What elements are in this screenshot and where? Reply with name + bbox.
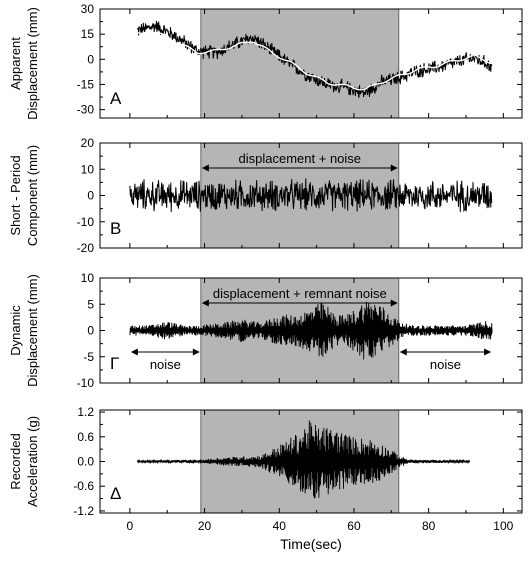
y-tick-label: -10 xyxy=(77,215,95,229)
arrow-head-left xyxy=(130,348,138,356)
y-tick-label: 1.2 xyxy=(77,405,94,419)
panel-1: -20 -10 0 10 20 Short - Period Component (mm) B… xyxy=(8,136,523,255)
panel-label: B xyxy=(110,219,121,238)
noise-label: noise xyxy=(150,357,181,372)
y-tick-label: 0 xyxy=(87,324,94,338)
y-tick-label: -5 xyxy=(83,350,94,364)
panel-3: -1.2 -0.6 0.0 0.6 1.2 0 20 40 60 80 100 Time(sec) Re… xyxy=(8,405,523,552)
y-tick-label: -30 xyxy=(77,103,95,117)
y-tick-label: 5 xyxy=(87,297,94,311)
y-tick-label: 15 xyxy=(81,27,95,41)
y-tick-label: -20 xyxy=(77,241,95,255)
y-tick-label: -15 xyxy=(77,77,95,91)
y-axis-label: Apparent xyxy=(8,37,23,90)
annotation-text: displacement + noise xyxy=(239,151,362,166)
y-tick-label: -1.2 xyxy=(73,504,94,518)
arrow-head-left xyxy=(399,348,407,356)
y-axis-label: Recorded xyxy=(8,433,23,489)
y-axis-label: Displacement (mm) xyxy=(25,274,40,387)
y-tick-label: 0 xyxy=(87,52,94,66)
arrow-head-left xyxy=(201,164,209,172)
y-tick-label: 10 xyxy=(81,162,95,176)
y-tick-label: 0.0 xyxy=(77,455,94,469)
series-line-0 xyxy=(129,301,493,360)
y-axis-label: Component (mm) xyxy=(25,145,40,246)
y-tick-label: 20 xyxy=(81,136,95,150)
panel-label: Γ xyxy=(110,354,119,373)
x-tick-label: 80 xyxy=(422,519,436,533)
annotation-text: displacement + remnant noise xyxy=(213,286,387,301)
y-tick-label: 30 xyxy=(81,2,95,16)
y-axis-label: Short - Period xyxy=(8,155,23,235)
panel-0: -30 -15 0 15 30 Apparent Displacement (mm) A xyxy=(8,2,523,120)
series-line-0 xyxy=(136,20,493,98)
y-tick-label: -10 xyxy=(77,376,95,390)
panel-label: A xyxy=(110,89,122,108)
y-tick-label: 0 xyxy=(87,189,94,203)
arrow-head-right xyxy=(484,348,492,356)
y-axis-label: Acceleration (g) xyxy=(25,416,40,507)
x-tick-label: 20 xyxy=(198,519,212,533)
panel-2: -10 -5 0 5 10 Dynamic Displacement (mm) Γdispla… xyxy=(8,271,523,390)
series-line-0 xyxy=(136,420,471,499)
x-tick-label: 40 xyxy=(273,519,287,533)
y-axis-label: Dynamic xyxy=(8,305,23,356)
x-tick-label: 0 xyxy=(127,519,134,533)
noise-label: noise xyxy=(430,357,461,372)
x-tick-label: 60 xyxy=(347,519,361,533)
arrow-head-right xyxy=(192,348,200,356)
y-axis-label: Displacement (mm) xyxy=(25,7,40,120)
arrow-head-right xyxy=(390,164,398,172)
trend-line xyxy=(137,31,493,91)
panel-label: Δ xyxy=(110,484,121,503)
x-tick-label: 100 xyxy=(493,519,513,533)
x-axis-label: Time(sec) xyxy=(280,536,342,552)
series-line-0 xyxy=(129,178,493,213)
arrow-head-right xyxy=(390,299,398,307)
plot-frame xyxy=(99,8,523,119)
y-tick-label: -0.6 xyxy=(73,479,94,493)
y-tick-label: 0.6 xyxy=(77,430,94,444)
y-tick-label: 10 xyxy=(81,271,95,285)
arrow-head-left xyxy=(201,299,209,307)
shaded-region xyxy=(200,9,399,118)
